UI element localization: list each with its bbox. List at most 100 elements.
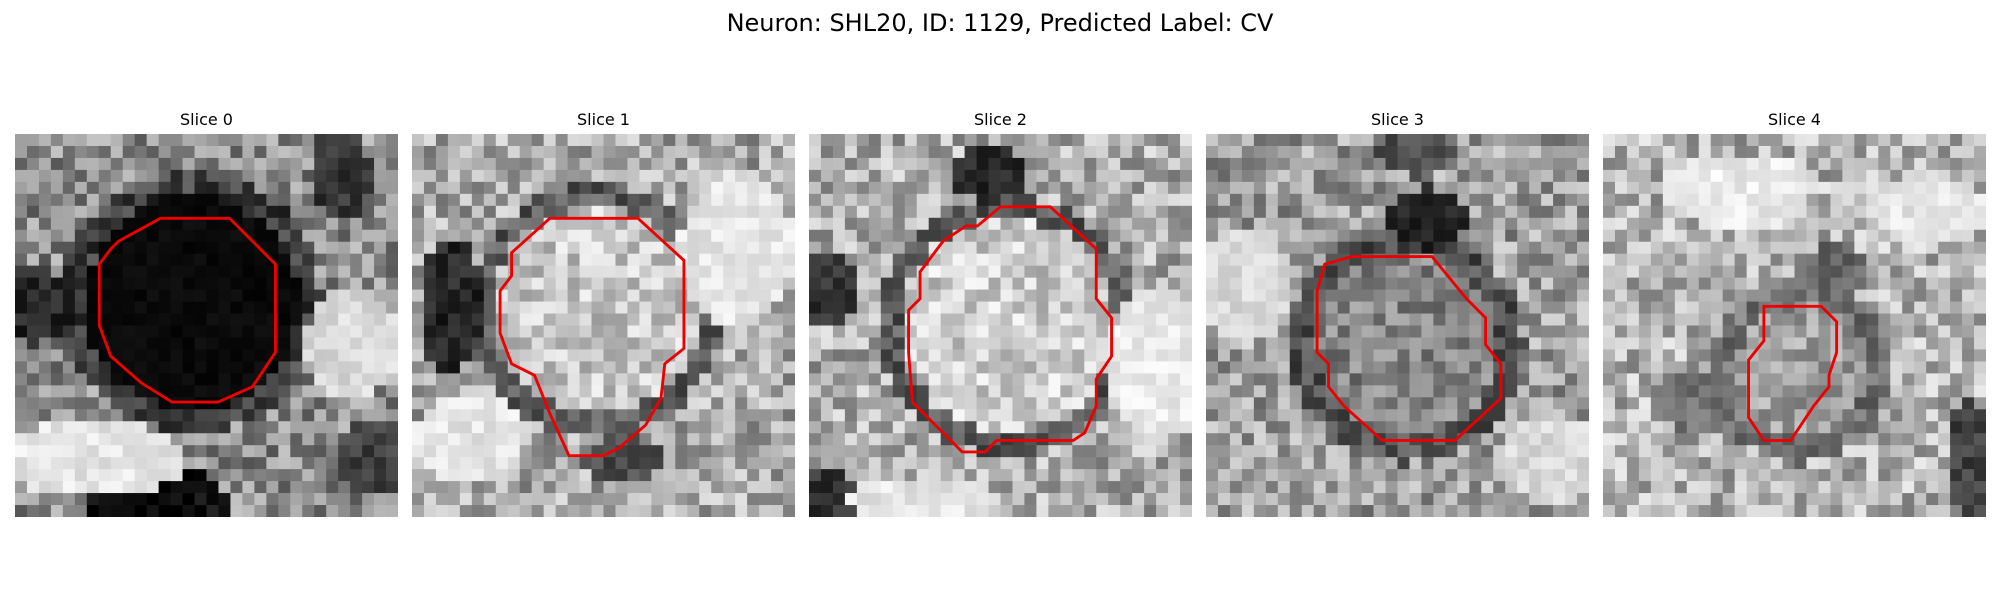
image-pixel <box>639 385 652 398</box>
image-pixel <box>483 265 497 279</box>
image-pixel <box>86 145 100 159</box>
image-pixel <box>278 253 291 267</box>
image-pixel <box>1337 145 1351 159</box>
image-pixel <box>447 493 461 506</box>
image-pixel <box>1974 277 1986 290</box>
image-pixel <box>1734 217 1748 231</box>
image-pixel <box>1553 265 1566 279</box>
image-pixel <box>1060 457 1073 470</box>
image-pixel <box>1048 373 1061 386</box>
image-pixel <box>567 205 580 219</box>
image-pixel <box>38 469 52 482</box>
image-pixel <box>1253 385 1267 398</box>
image-pixel <box>1650 265 1664 279</box>
image-pixel <box>1698 169 1712 183</box>
image-pixel <box>1385 169 1398 183</box>
image-pixel <box>158 481 171 494</box>
image-pixel <box>1854 277 1867 290</box>
image-pixel <box>1265 493 1279 506</box>
image-pixel <box>326 421 339 434</box>
image-pixel <box>1866 409 1879 422</box>
image-pixel <box>1926 445 1939 458</box>
image-pixel <box>146 469 160 482</box>
image-pixel <box>591 134 604 147</box>
image-pixel <box>1445 289 1458 302</box>
image-pixel <box>1373 169 1386 183</box>
image-pixel <box>26 433 40 446</box>
image-pixel <box>639 481 652 494</box>
image-pixel <box>543 241 557 255</box>
image-pixel <box>1361 169 1374 183</box>
image-pixel <box>254 397 267 410</box>
image-pixel <box>38 145 52 159</box>
image-pixel <box>519 349 533 362</box>
image-pixel <box>1722 397 1736 410</box>
image-pixel <box>1794 373 1807 386</box>
image-pixel <box>146 445 160 458</box>
image-pixel <box>1529 229 1542 243</box>
image-pixel <box>1746 145 1759 159</box>
image-pixel <box>1217 481 1231 494</box>
image-pixel <box>1156 481 1169 494</box>
image-pixel <box>591 433 604 446</box>
image-pixel <box>278 157 291 171</box>
image-pixel <box>687 134 700 147</box>
image-pixel <box>1469 217 1482 231</box>
image-pixel <box>531 193 545 207</box>
image-pixel <box>1229 265 1243 279</box>
image-pixel <box>1241 469 1255 482</box>
image-pixel <box>230 145 243 159</box>
image-pixel <box>1938 313 1951 326</box>
image-pixel <box>1445 193 1458 207</box>
image-pixel <box>326 481 339 494</box>
image-pixel <box>435 181 449 195</box>
image-pixel <box>98 217 112 231</box>
image-pixel <box>1168 145 1181 159</box>
image-pixel <box>447 325 461 338</box>
image-pixel <box>988 361 1001 374</box>
image-pixel <box>1758 445 1771 458</box>
image-pixel <box>1096 337 1109 350</box>
image-pixel <box>62 373 76 386</box>
image-pixel <box>1505 481 1518 494</box>
image-pixel <box>723 169 736 183</box>
image-pixel <box>350 253 363 267</box>
image-pixel <box>1445 229 1458 243</box>
image-pixel <box>820 289 834 302</box>
figure-title: Neuron: SHL20, ID: 1129, Predicted Label… <box>726 9 1274 37</box>
image-pixel <box>1409 265 1422 279</box>
image-pixel <box>1603 181 1616 195</box>
image-pixel <box>1036 193 1049 207</box>
image-pixel <box>555 169 568 183</box>
image-pixel <box>1012 481 1025 494</box>
image-pixel <box>1000 241 1013 255</box>
image-pixel <box>483 325 497 338</box>
image-pixel <box>1120 481 1133 494</box>
image-pixel <box>1842 421 1855 434</box>
image-pixel <box>1206 481 1219 494</box>
image-pixel <box>1974 265 1986 279</box>
image-pixel <box>86 481 100 494</box>
image-pixel <box>1758 289 1771 302</box>
image-pixel <box>783 409 795 422</box>
image-pixel <box>579 169 592 183</box>
image-pixel <box>1842 217 1855 231</box>
image-pixel <box>651 289 664 302</box>
image-pixel <box>1361 241 1374 255</box>
image-pixel <box>1638 277 1652 290</box>
image-pixel <box>471 493 485 506</box>
image-pixel <box>110 397 124 410</box>
image-pixel <box>374 157 387 171</box>
image-pixel <box>1974 134 1986 147</box>
image-pixel <box>1974 361 1986 374</box>
image-pixel <box>603 289 616 302</box>
image-pixel <box>1541 241 1554 255</box>
image-pixel <box>1385 241 1398 255</box>
image-pixel <box>1000 229 1013 243</box>
image-pixel <box>1818 457 1831 470</box>
image-pixel <box>976 349 989 362</box>
image-pixel <box>1409 181 1422 195</box>
image-pixel <box>1132 253 1145 267</box>
image-pixel <box>1445 421 1458 434</box>
image-pixel <box>386 457 398 470</box>
